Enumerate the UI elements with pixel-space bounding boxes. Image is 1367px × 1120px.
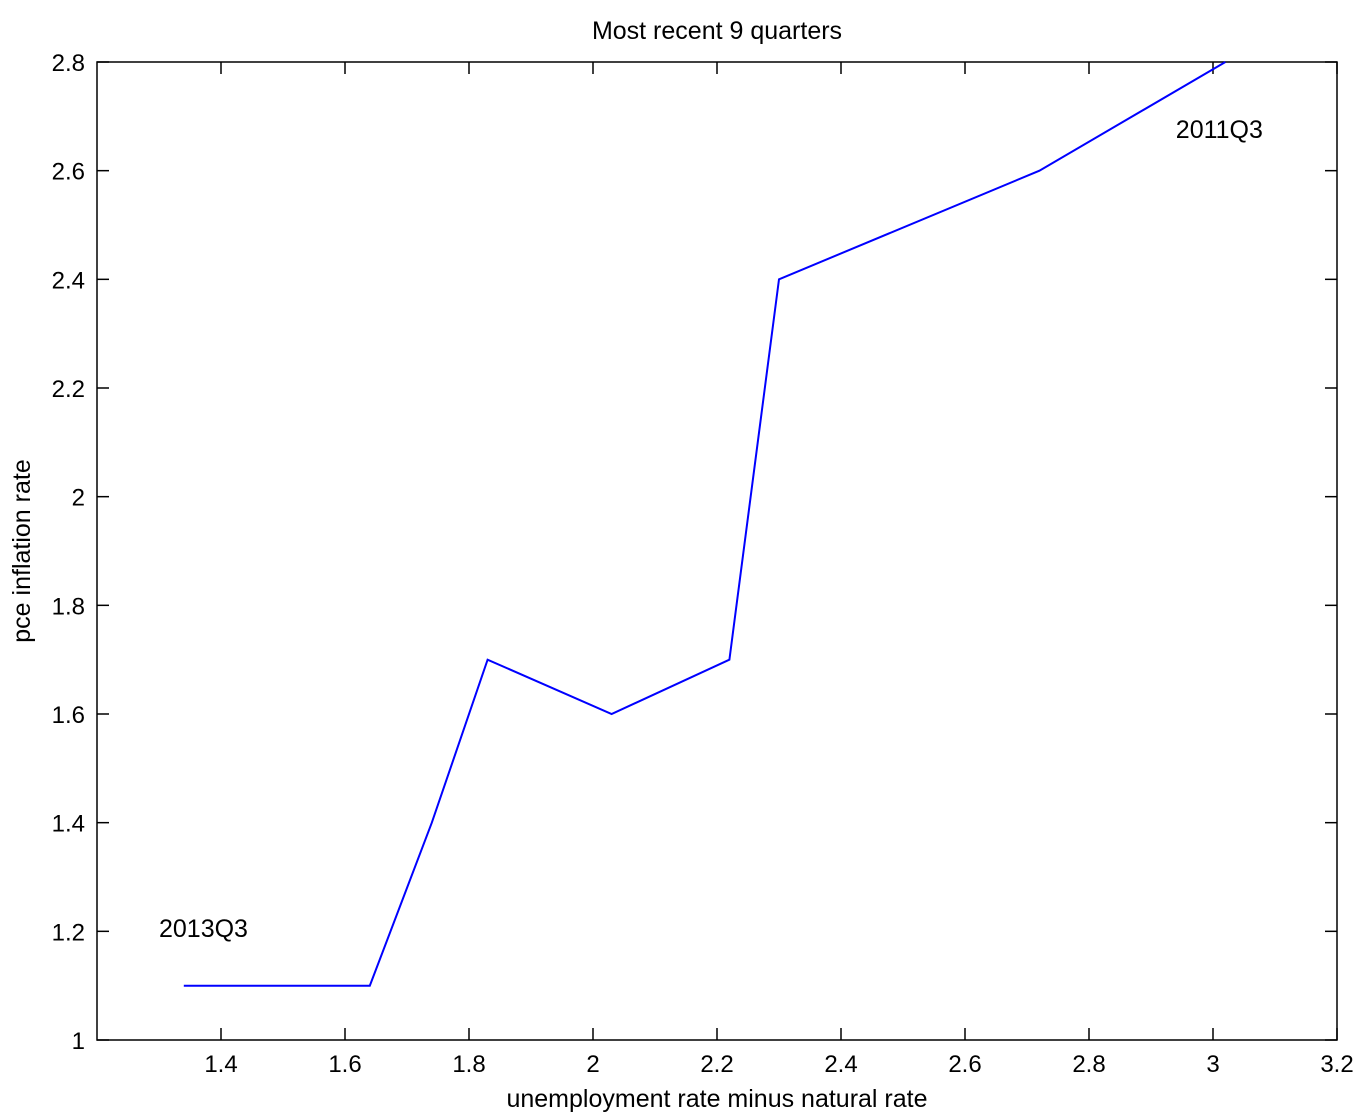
x-tick-label: 2.6 xyxy=(948,1051,981,1078)
annotation-label: 2013Q3 xyxy=(159,915,248,943)
y-tick-label: 2.6 xyxy=(52,159,85,186)
axis-ticks xyxy=(97,61,1338,1041)
y-tick-label: 2 xyxy=(72,485,85,512)
x-tick-label: 1.8 xyxy=(452,1051,485,1078)
y-axis-label: pce inflation rate xyxy=(8,459,36,642)
x-tick-label: 1.6 xyxy=(328,1051,361,1078)
y-tick-label: 1.2 xyxy=(52,919,85,946)
x-tick-label: 1.4 xyxy=(204,1051,237,1078)
x-tick-label: 3 xyxy=(1206,1051,1219,1078)
annotation-label: 2011Q3 xyxy=(1176,116,1263,144)
y-tick-label: 1.6 xyxy=(52,702,85,729)
x-tick-label: 2 xyxy=(586,1051,599,1078)
x-tick-label: 2.8 xyxy=(1072,1051,1105,1078)
y-tick-label: 2.2 xyxy=(52,376,85,403)
series-line xyxy=(183,61,1226,987)
y-tick-label: 1 xyxy=(72,1028,85,1055)
x-tick-label: 2.4 xyxy=(824,1051,857,1078)
x-axis-label: unemployment rate minus natural rate xyxy=(506,1085,927,1113)
axis-tick-labels: 1.4 1.6 1.8 2 2.2 2.4 2.6 2.8 3 3.2 1 1.2 1.4 1.6 1.8 2… xyxy=(52,50,1354,1078)
chart-title: Most recent 9 quarters xyxy=(592,17,842,45)
x-tick-label: 3.2 xyxy=(1320,1051,1353,1078)
y-tick-label: 1.8 xyxy=(52,593,85,620)
y-tick-label: 2.4 xyxy=(52,267,85,294)
annotations: 2013Q3 2011Q3 xyxy=(159,116,1263,943)
series-layer xyxy=(183,61,1226,987)
x-tick-label: 2.2 xyxy=(700,1051,733,1078)
y-tick-label: 2.8 xyxy=(52,50,85,77)
y-tick-label: 1.4 xyxy=(52,811,85,838)
